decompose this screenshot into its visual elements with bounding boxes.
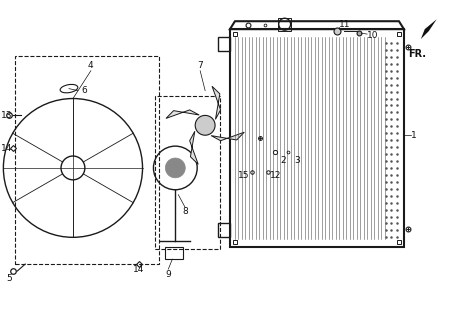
Bar — [156, 96, 220, 249]
Text: 8: 8 — [182, 207, 188, 216]
Text: 5: 5 — [6, 275, 12, 284]
Text: 10: 10 — [367, 31, 379, 40]
Polygon shape — [166, 110, 199, 118]
Polygon shape — [212, 86, 221, 119]
Bar — [278, 18, 291, 31]
Bar — [218, 223, 230, 237]
Polygon shape — [211, 132, 244, 141]
Text: 13: 13 — [1, 111, 13, 120]
Text: 15: 15 — [238, 172, 250, 180]
Circle shape — [195, 116, 215, 135]
Text: 4: 4 — [88, 61, 94, 70]
Text: 14: 14 — [132, 265, 144, 274]
Text: 14: 14 — [1, 144, 13, 153]
Text: 2: 2 — [281, 156, 286, 164]
Text: 6: 6 — [81, 86, 86, 95]
Circle shape — [165, 158, 185, 178]
Text: FR.: FR. — [408, 49, 426, 59]
Text: 12: 12 — [270, 172, 281, 180]
Bar — [230, 29, 404, 247]
Text: 9: 9 — [166, 269, 171, 278]
Text: 3: 3 — [294, 156, 300, 164]
Bar — [218, 37, 230, 51]
Text: 7: 7 — [197, 61, 203, 70]
Text: 1: 1 — [411, 131, 417, 140]
Bar — [15, 56, 159, 264]
Polygon shape — [190, 131, 198, 164]
Polygon shape — [421, 19, 437, 39]
Text: 11: 11 — [339, 20, 351, 29]
Bar — [165, 247, 183, 259]
